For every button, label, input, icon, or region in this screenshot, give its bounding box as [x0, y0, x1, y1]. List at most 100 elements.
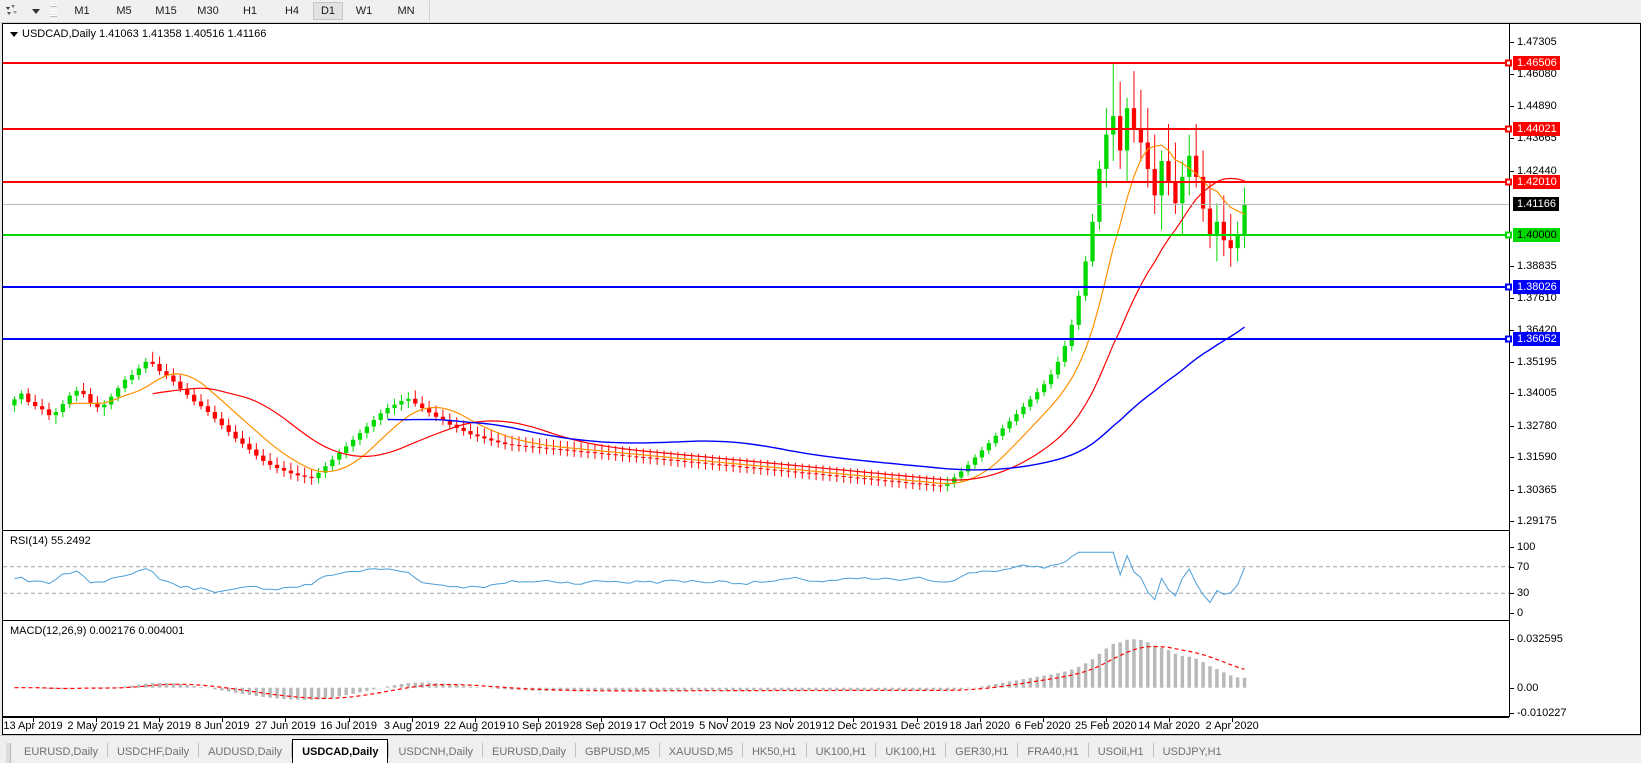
level-handle[interactable] — [1505, 231, 1512, 239]
macd-plot — [14, 639, 1247, 700]
macd-label: MACD(12,26,9) 0.002176 0.004001 — [10, 625, 185, 637]
timeframe-d1[interactable]: D1 — [313, 2, 343, 20]
date-tick-label: 27 Jun 2019 — [255, 720, 316, 732]
rsi-panel[interactable]: RSI(14) 55.2492 — [3, 531, 1511, 621]
level-handle[interactable] — [1505, 283, 1512, 291]
axis-tick — [1510, 138, 1514, 140]
price-level-tag[interactable]: 1.38026 — [1513, 280, 1560, 295]
chart-frame[interactable]: USDCAD,Daily 1.41063 1.41358 1.40516 1.4… — [2, 23, 1641, 735]
chart-tab-uk100-h1[interactable]: UK100,H1 — [815, 746, 867, 758]
level-handle[interactable] — [1505, 178, 1512, 186]
rsi-tick-label: 70 — [1517, 560, 1530, 573]
price-level-tag[interactable]: 1.42010 — [1513, 174, 1560, 189]
date-tick-label: 23 Nov 2019 — [759, 720, 822, 732]
date-axis[interactable]: 13 Apr 2019 2 May 2019 21 May 2019 8 Jun 20… — [3, 717, 1509, 735]
axis-tick — [1510, 298, 1514, 300]
date-tick — [790, 718, 792, 722]
chart-tab-fra40-h1[interactable]: FRA40,H1 — [1027, 746, 1079, 758]
level-line-pivot[interactable] — [3, 231, 1512, 239]
timeframe-m1[interactable]: M1 — [74, 5, 90, 17]
axis-tick — [1510, 105, 1514, 107]
chart-tab-eurusd-daily[interactable]: EURUSD,Daily — [492, 746, 566, 758]
level-line-resistance[interactable] — [3, 178, 1512, 186]
price-panel[interactable]: USDCAD,Daily 1.41063 1.41358 1.40516 1.4… — [3, 24, 1512, 531]
axis-tick — [1510, 566, 1514, 568]
chart-tab-eurusd-daily[interactable]: EURUSD,Daily — [24, 746, 98, 758]
date-tick-label: 2 Apr 2020 — [1205, 720, 1259, 732]
level-line-resistance[interactable] — [3, 125, 1512, 133]
chart-tab-hk50-h1[interactable]: HK50,H1 — [751, 746, 797, 758]
rsi-plot — [3, 551, 1511, 604]
indicators-icon[interactable] — [0, 1, 24, 21]
price-level-tag[interactable]: 1.36052 — [1513, 332, 1560, 347]
price-level-tag[interactable]: 1.44021 — [1513, 121, 1560, 136]
chart-tab-audusd-daily[interactable]: AUDUSD,Daily — [208, 746, 283, 758]
level-line-support[interactable] — [3, 335, 1512, 343]
date-tick-label: 18 Jan 2020 — [949, 720, 1010, 732]
chart-tab-ger30-h1[interactable]: GER30,H1 — [955, 746, 1009, 758]
macd-tick-label: -0.010227 — [1517, 707, 1567, 719]
axis-tick — [1510, 521, 1514, 522]
date-tick-label: 10 Sep 2019 — [506, 720, 570, 732]
axis-tick — [1510, 639, 1514, 640]
date-tick-label: 25 Feb 2020 — [1075, 720, 1137, 732]
timeframe-m15[interactable]: M15 — [155, 5, 177, 17]
chart-tab-gbpusd-m5[interactable]: GBPUSD,M5 — [585, 746, 650, 758]
timeframe-m30[interactable]: M30 — [197, 5, 219, 17]
price-level-tag[interactable]: 1.40000 — [1513, 228, 1560, 242]
price-tick-label: 1.34005 — [1517, 387, 1557, 400]
level-line-current-price[interactable] — [3, 204, 1509, 206]
price-tick-label: 1.32780 — [1517, 419, 1557, 432]
chart-tab-usdjpy-h1[interactable]: USDJPY,H1 — [1162, 746, 1222, 758]
date-tick-label: 22 Aug 2019 — [443, 720, 506, 732]
rsi-axis[interactable]: 100 70 30 0 — [1509, 531, 1640, 621]
level-line-resistance[interactable] — [3, 59, 1512, 67]
axis-tick — [1510, 265, 1514, 267]
level-handle[interactable] — [1505, 125, 1512, 133]
price-tick-label: 1.42440 — [1517, 164, 1557, 177]
axis-tick — [1510, 489, 1514, 491]
date-tick — [285, 718, 287, 722]
macd-axis[interactable]: 0.032595 0.00 -0.010227 — [1509, 621, 1640, 719]
chart-tab-usdcad-daily[interactable]: USDCAD,Daily — [292, 739, 389, 763]
chart-tab-usdchf-daily[interactable]: USDCHF,Daily — [116, 746, 190, 758]
axis-tick — [1510, 613, 1514, 614]
level-line-support[interactable] — [3, 283, 1512, 291]
chart-tab-bar[interactable]: EURUSD,Daily USDCHF,Daily AUDUSD,Daily USDC… — [0, 735, 1641, 763]
timeframe-h4[interactable]: H4 — [284, 5, 300, 17]
date-tick — [1105, 718, 1107, 722]
price-level-tag[interactable]: 1.46506 — [1513, 56, 1560, 71]
chevron-down-icon[interactable] — [24, 1, 48, 21]
date-tick — [96, 718, 98, 722]
price-level-tag[interactable]: 1.41166 — [1513, 197, 1559, 212]
toolbar-grip-icon[interactable] — [50, 2, 57, 20]
chart-tab-uk100-h1[interactable]: UK100,H1 — [885, 746, 937, 758]
main-toolbar: M1 M5 M15 M30 H1 H4 D1 W1 MN — [0, 0, 1641, 23]
chart-tab-usoil-h1[interactable]: USOil,H1 — [1097, 746, 1144, 758]
chart-tab-xauusd-m5[interactable]: XAUUSD,M5 — [668, 746, 733, 758]
level-handle[interactable] — [1505, 335, 1512, 343]
tabbar-grip-icon[interactable] — [6, 743, 11, 763]
chart-area[interactable]: USDCAD,Daily 1.41063 1.41358 1.40516 1.4… — [0, 23, 1641, 735]
chart-tab-usdcnh-daily[interactable]: USDCNH,Daily — [398, 746, 474, 758]
price-axis[interactable]: 1.47305 1.46080 1.44890 1.43665 1.42440 1.388… — [1509, 24, 1640, 531]
tab-separator — [575, 742, 576, 757]
timeframe-mn[interactable]: MN — [397, 5, 415, 17]
date-tick-label: 14 Mar 2020 — [1138, 720, 1200, 732]
date-tick — [979, 718, 981, 722]
triangle-down-icon[interactable] — [10, 31, 18, 37]
date-tick — [411, 718, 413, 722]
date-tick-label: 6 Feb 2020 — [1014, 720, 1071, 732]
macd-tick-label: 0.00 — [1517, 681, 1539, 694]
timeframe-w1[interactable]: W1 — [355, 5, 373, 17]
level-handle[interactable] — [1505, 59, 1512, 67]
date-tick-label: 2 May 2019 — [67, 720, 125, 732]
macd-panel[interactable]: MACD(12,26,9) 0.002176 0.004001 — [3, 621, 1509, 717]
axis-tick — [1510, 329, 1514, 331]
tab-separator — [741, 742, 743, 757]
timeframe-m5[interactable]: M5 — [116, 5, 132, 17]
timeframe-h1[interactable]: H1 — [242, 5, 258, 17]
symbol-header: USDCAD,Daily 1.41063 1.41358 1.40516 1.4… — [10, 28, 266, 40]
axis-tick — [1510, 74, 1514, 76]
axis-tick — [1510, 547, 1514, 548]
